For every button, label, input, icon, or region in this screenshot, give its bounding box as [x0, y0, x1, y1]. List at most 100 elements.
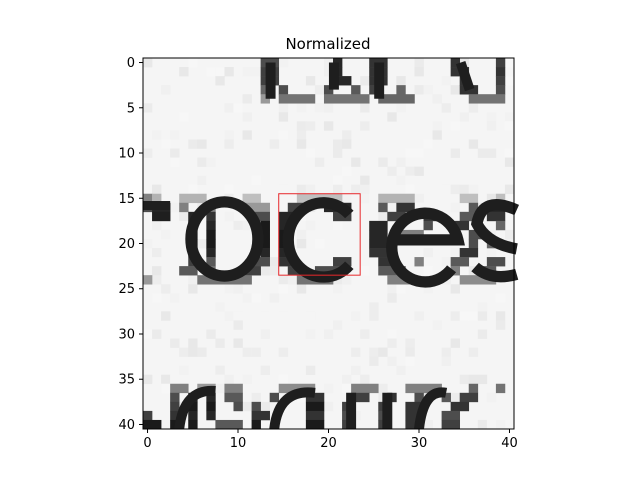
- heatmap-cell: [468, 103, 479, 113]
- heatmap-cell: [360, 211, 370, 222]
- heatmap-cell: [296, 139, 307, 149]
- heatmap-cell: [333, 320, 343, 330]
- heatmap-cell: [233, 193, 243, 204]
- heatmap-cell: [260, 85, 270, 95]
- heatmap-cell: [170, 410, 180, 421]
- heatmap-cell: [170, 392, 180, 403]
- heatmap-cell: [188, 58, 198, 68]
- heatmap-cell: [387, 329, 397, 339]
- heatmap-cell: [351, 157, 361, 167]
- heatmap-cell: [179, 202, 189, 213]
- heatmap-cell: [206, 329, 216, 339]
- heatmap-cell: [143, 148, 153, 158]
- heatmap-cell: [215, 302, 225, 312]
- heatmap-cell: [224, 284, 234, 294]
- heatmap-cell: [432, 94, 442, 104]
- heatmap-cell: [260, 365, 270, 376]
- heatmap-cell: [170, 130, 180, 140]
- heatmap-cell: [477, 302, 488, 312]
- heatmap-cell: [305, 311, 316, 321]
- heatmap-cell: [468, 410, 479, 421]
- heatmap-cell: [143, 329, 153, 339]
- heatmap-cell: [504, 229, 515, 240]
- heatmap-cell: [215, 374, 225, 385]
- heatmap-cell: [179, 67, 189, 77]
- heatmap-cell: [360, 175, 370, 185]
- heatmap-cell: [224, 67, 234, 77]
- heatmap-cell: [242, 166, 252, 176]
- heatmap-cell: [233, 103, 243, 113]
- heatmap-cell: [405, 356, 415, 366]
- heatmap-cell: [495, 76, 506, 86]
- heatmap-cell: [423, 248, 433, 258]
- heatmap-cell: [242, 112, 252, 122]
- heatmap-cell: [333, 148, 343, 158]
- heatmap-cell: [224, 383, 243, 394]
- heatmap-cell: [387, 284, 397, 294]
- heatmap-cell: [396, 202, 415, 213]
- heatmap-cell: [305, 329, 316, 339]
- heatmap-cell: [314, 157, 325, 167]
- heatmap-cell: [396, 392, 406, 403]
- heatmap-cell: [405, 401, 424, 412]
- heatmap-cell: [161, 229, 171, 240]
- heatmap-cell: [278, 374, 289, 385]
- heatmap-cell: [459, 311, 470, 321]
- heatmap-cell: [495, 311, 506, 321]
- heatmap-cell: [450, 248, 461, 258]
- heatmap-cell: [197, 238, 207, 249]
- heatmap-cell: [188, 338, 198, 348]
- heatmap-cell: [405, 383, 442, 394]
- heatmap-cell: [351, 311, 361, 321]
- heatmap-cell: [260, 94, 270, 104]
- heatmap-cell: [305, 148, 316, 158]
- heatmap-cell: [441, 356, 451, 366]
- heatmap-cell: [233, 311, 243, 321]
- heatmap-cell: [179, 365, 189, 376]
- image-glyphs: [143, 60, 520, 430]
- heatmap-cell: [152, 193, 162, 204]
- heatmap-cell: [450, 202, 461, 213]
- heatmap-cell: [432, 121, 442, 131]
- heatmap-cell: [260, 311, 270, 321]
- heatmap-cell: [242, 67, 252, 77]
- heatmap-cell: [495, 67, 506, 77]
- heatmap-cell: [387, 202, 397, 213]
- heatmap-cell: [333, 139, 343, 149]
- heatmap-cell: [486, 257, 506, 267]
- heatmap-cell: [278, 275, 289, 285]
- heatmap-cell: [504, 112, 515, 122]
- heatmap-cell: [369, 238, 388, 249]
- heatmap-cell: [468, 184, 479, 195]
- heatmap-cell: [170, 293, 180, 303]
- heatmap-cell: [486, 193, 497, 204]
- y-tick-label: 5: [127, 101, 135, 116]
- heatmap-cell: [323, 58, 334, 68]
- heatmap-cell: [161, 139, 171, 149]
- heatmap-cell: [251, 410, 270, 421]
- heatmap-cell: [296, 130, 307, 140]
- heatmap-cell: [468, 311, 479, 321]
- heatmap-cell: [423, 139, 433, 149]
- heatmap-cell: [432, 130, 442, 140]
- heatmap-cell: [251, 419, 261, 430]
- heatmap-cell: [215, 166, 225, 176]
- heatmap-cell: [360, 374, 370, 385]
- heatmap-cell: [278, 58, 289, 68]
- heatmap-cell: [459, 193, 479, 204]
- heatmap-cell: [450, 338, 461, 348]
- heatmap-cell: [495, 320, 506, 330]
- heatmap-cell: [215, 383, 225, 394]
- heatmap-cell: [441, 103, 451, 113]
- heatmap-cell: [296, 284, 307, 294]
- heatmap-cell: [323, 67, 334, 77]
- heatmap-cell: [333, 175, 343, 185]
- heatmap-cell: [441, 347, 451, 357]
- heatmap-cell: [287, 76, 298, 86]
- heatmap-cell: [152, 383, 162, 394]
- heatmap-cell: [215, 76, 225, 86]
- heatmap-cell: [504, 121, 515, 131]
- heatmap-cell: [161, 374, 171, 385]
- heatmap-cell: [188, 419, 198, 430]
- heatmap-cell: [161, 311, 171, 321]
